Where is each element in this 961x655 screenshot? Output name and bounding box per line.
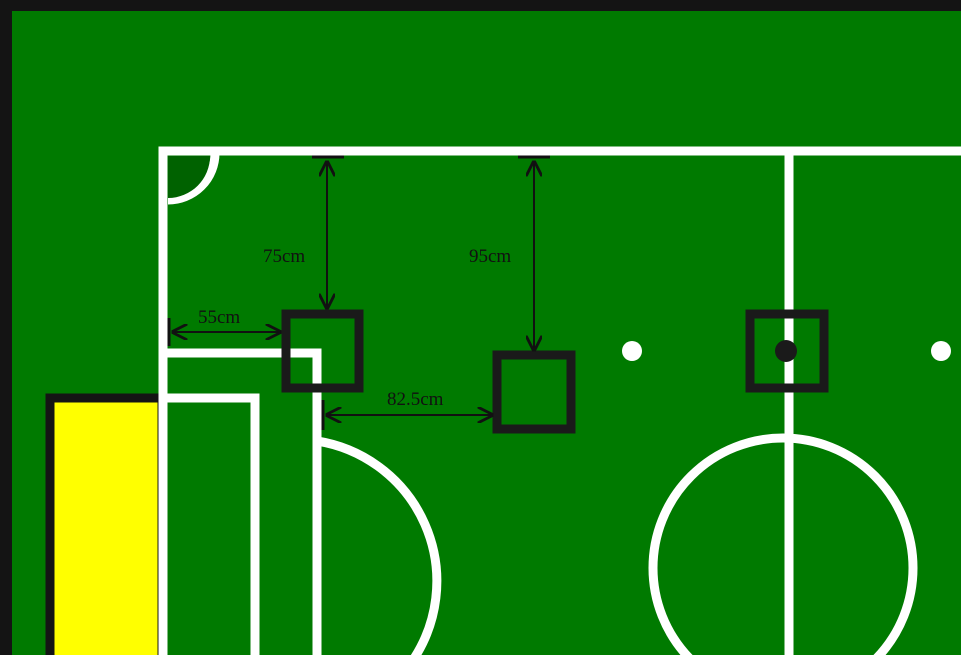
marker-square-3 [745, 309, 829, 393]
dimension-label-82-5: 82.5cm [387, 389, 444, 410]
marker-square-2 [492, 350, 576, 434]
boundary-line [158, 146, 961, 655]
penalty-box-top-line [163, 348, 322, 655]
dimension-label-95: 95cm [469, 246, 511, 267]
center-circle [648, 433, 918, 655]
outer-border-top [0, 0, 961, 11]
dimension-lines [167, 155, 550, 430]
dimension-label-75: 75cm [263, 246, 305, 267]
center-spot [775, 340, 797, 362]
left-spot [622, 341, 642, 361]
dimension-label-55: 55cm [198, 307, 240, 328]
outer-border-left [0, 0, 12, 655]
right-spot [931, 341, 951, 361]
corner-arc-line [167, 152, 220, 205]
yellow-goal-area [45, 393, 167, 655]
inner-box-line [163, 393, 260, 655]
marker-square-1 [281, 309, 364, 393]
penalty-arc [316, 436, 442, 655]
field-lines [158, 146, 961, 655]
corner-arc-fill [168, 156, 210, 198]
